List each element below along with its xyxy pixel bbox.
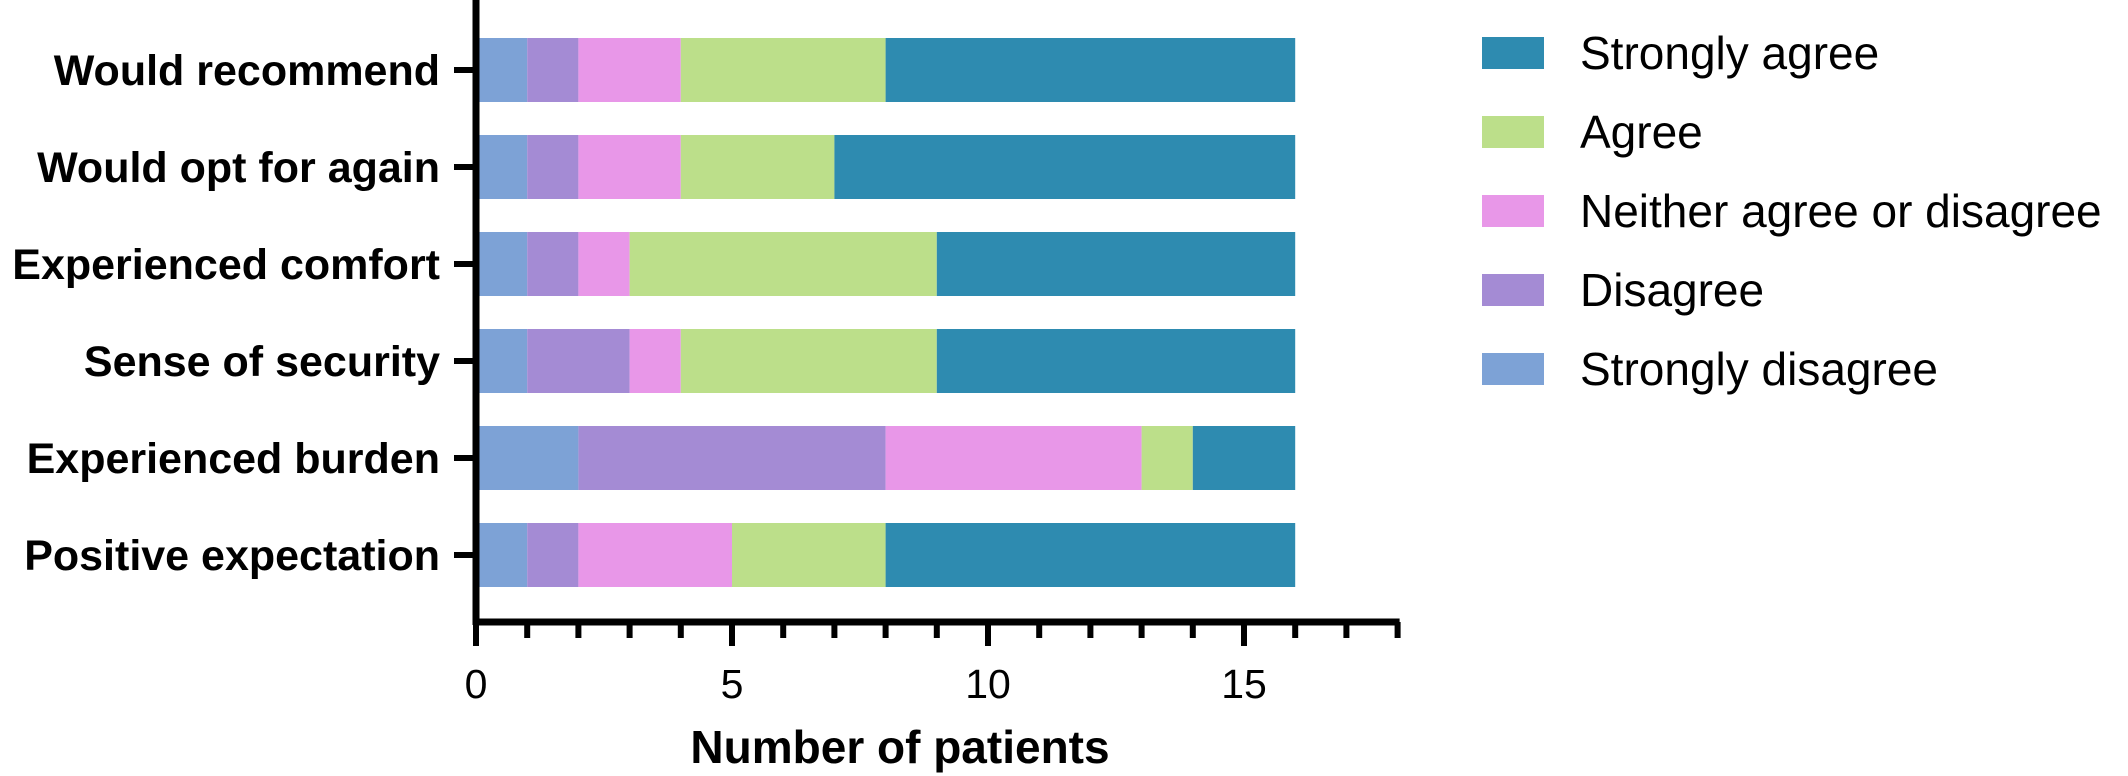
category-label-would-opt-for-again: Would opt for again	[37, 144, 440, 192]
bar-experienced-comfort-disagree	[527, 232, 579, 296]
bar-positive-expectation-neither-agree-or-disagree	[578, 523, 732, 587]
bar-positive-expectation-strongly-agree	[885, 523, 1296, 587]
bar-experienced-burden-disagree	[578, 426, 886, 490]
bar-would-opt-for-again-agree	[680, 135, 835, 199]
bar-positive-expectation-disagree	[527, 523, 579, 587]
legend-label-neither-agree-or-disagree: Neither agree or disagree	[1580, 185, 2102, 237]
bars-layer	[476, 38, 1296, 587]
bar-experienced-burden-agree	[1141, 426, 1193, 490]
bar-experienced-comfort-strongly-agree	[936, 232, 1296, 296]
bar-sense-of-security-strongly-disagree	[476, 329, 528, 393]
bar-would-recommend-neither-agree-or-disagree	[578, 38, 681, 102]
legend-label-agree: Agree	[1580, 106, 1703, 158]
bar-would-recommend-strongly-disagree	[476, 38, 528, 102]
bar-sense-of-security-neither-agree-or-disagree	[629, 329, 681, 393]
legend-label-strongly-agree: Strongly agree	[1580, 27, 1879, 79]
bar-positive-expectation-agree	[732, 523, 886, 587]
legend-swatch-strongly-disagree	[1482, 353, 1544, 385]
bar-sense-of-security-disagree	[527, 329, 630, 393]
x-tick-label-5: 5	[721, 661, 744, 707]
bar-positive-expectation-strongly-disagree	[476, 523, 528, 587]
bar-sense-of-security-strongly-agree	[936, 329, 1296, 393]
x-axis-title: Number of patients	[690, 721, 1109, 773]
bar-experienced-comfort-neither-agree-or-disagree	[578, 232, 630, 296]
bar-would-recommend-strongly-agree	[885, 38, 1296, 102]
category-label-would-recommend: Would recommend	[54, 47, 440, 95]
bar-would-recommend-agree	[680, 38, 886, 102]
category-label-experienced-burden: Experienced burden	[27, 435, 440, 483]
bar-would-opt-for-again-strongly-disagree	[476, 135, 528, 199]
legend-label-strongly-disagree: Strongly disagree	[1580, 343, 1938, 395]
bar-experienced-burden-strongly-disagree	[476, 426, 579, 490]
bar-experienced-comfort-agree	[629, 232, 937, 296]
legend-swatch-neither-agree-or-disagree	[1482, 195, 1544, 227]
x-tick-label-0: 0	[465, 661, 488, 707]
category-label-sense-of-security: Sense of security	[84, 338, 440, 386]
bar-would-opt-for-again-strongly-agree	[834, 135, 1296, 199]
legend-label-disagree: Disagree	[1580, 264, 1764, 316]
bar-experienced-burden-strongly-agree	[1192, 426, 1296, 490]
category-label-experienced-comfort: Experienced comfort	[12, 241, 440, 289]
legend: Strongly agree Agree Neither agree or disa…	[1482, 27, 2102, 395]
bar-would-opt-for-again-neither-agree-or-disagree	[578, 135, 681, 199]
legend-swatch-disagree	[1482, 274, 1544, 306]
bar-sense-of-security-agree	[680, 329, 937, 393]
x-tick-label-10: 10	[965, 661, 1011, 707]
category-labels: Would recommend Would opt for again Experi…	[12, 47, 440, 580]
legend-swatch-strongly-agree	[1482, 37, 1544, 69]
category-label-positive-expectation: Positive expectation	[24, 532, 440, 580]
x-axis-ticks: 0 5 10 15	[465, 622, 1401, 707]
legend-swatch-agree	[1482, 116, 1544, 148]
bar-would-recommend-disagree	[527, 38, 579, 102]
bar-experienced-comfort-strongly-disagree	[476, 232, 528, 296]
bar-experienced-burden-neither-agree-or-disagree	[885, 426, 1142, 490]
bar-would-opt-for-again-disagree	[527, 135, 579, 199]
x-tick-label-15: 15	[1221, 661, 1267, 707]
